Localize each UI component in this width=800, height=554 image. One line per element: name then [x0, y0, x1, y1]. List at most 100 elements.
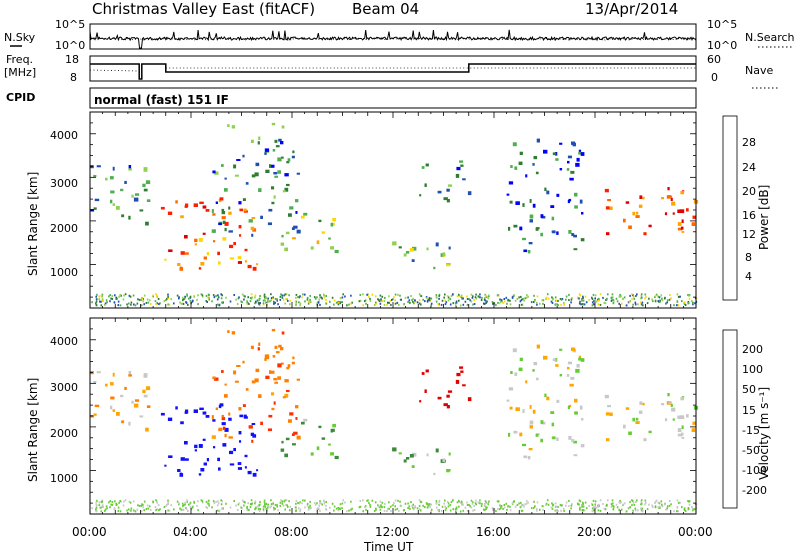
velocity-echo-cell	[307, 508, 310, 511]
velocity-echo-cell	[547, 503, 550, 506]
power-echo-cell	[394, 299, 396, 302]
velocity-echo-cell	[424, 389, 427, 393]
power-echo-cell	[491, 301, 494, 303]
power-echo-cell	[178, 296, 180, 299]
velocity-echo-cell	[655, 499, 658, 502]
velocity-echo-cell	[131, 400, 134, 404]
power-echo-cell	[443, 296, 445, 299]
power-echo-cell	[444, 303, 447, 306]
velocity-echo-cell	[542, 505, 545, 508]
velocity-echo-cell	[254, 508, 256, 511]
velocity-echo-cell	[528, 448, 533, 451]
velocity-echo-cell	[132, 500, 135, 503]
velocity-echo-cell	[164, 464, 167, 467]
velocity-echo-cell	[485, 508, 487, 510]
power-colorbar-label: Power [dB]	[757, 185, 771, 250]
velocity-echo-cell	[296, 378, 300, 381]
power-echo-cell	[316, 302, 318, 305]
power-echo-cell	[189, 299, 192, 302]
power-echo-cell	[612, 299, 614, 301]
velocity-echo-cell	[580, 358, 585, 362]
velocity-echo-cell	[182, 509, 185, 511]
velocity-echo-cell	[111, 501, 114, 503]
power-echo-cell	[379, 302, 382, 305]
velocity-echo-cell	[684, 507, 686, 510]
velocity-echo-cell	[284, 379, 289, 383]
power-echo-cell	[599, 293, 602, 296]
velocity-echo-cell	[359, 505, 362, 508]
velocity-echo-cell	[480, 505, 483, 507]
power-echo-cell	[692, 301, 694, 304]
power-echo-cell	[149, 303, 152, 305]
power-echo-cell	[282, 190, 286, 193]
freq-right-tick-top: 60	[707, 53, 721, 66]
power-echo-cell	[110, 176, 114, 180]
power-echo-cell	[156, 294, 158, 297]
power-echo-cell	[344, 295, 346, 298]
power-echo-cell	[402, 303, 405, 306]
power-echo-cell	[95, 302, 97, 305]
power-echo-cell	[396, 301, 399, 304]
power-echo-cell	[633, 297, 636, 300]
power-echo-cell	[599, 303, 602, 306]
velocity-cbar-tick-50: 50	[742, 383, 756, 396]
power-echo-cell	[513, 224, 518, 228]
velocity-echo-cell	[404, 502, 407, 505]
power-echo-cell	[180, 251, 185, 255]
velocity-echo-cell	[215, 500, 217, 503]
velocity-echo-cell	[640, 499, 643, 502]
velocity-echo-cell	[271, 328, 276, 332]
power-echo-cell	[110, 297, 112, 300]
velocity-echo-cell	[475, 503, 477, 506]
power-echo-cell	[136, 302, 139, 305]
velocity-echo-cell	[407, 502, 409, 505]
power-echo-cell	[282, 298, 285, 301]
velocity-echo-cell	[625, 407, 630, 410]
power-echo-cell	[503, 298, 506, 300]
power-echo-cell	[279, 298, 282, 301]
velocity-echo-cell	[498, 508, 501, 511]
velocity-echo-cell	[606, 503, 608, 506]
power-echo-cell	[167, 303, 169, 306]
velocity-echo-cell	[533, 500, 535, 503]
power-echo-cell	[438, 297, 440, 300]
power-echo-cell	[246, 303, 249, 306]
velocity-echo-cell	[228, 436, 233, 439]
velocity-echo-cell	[202, 438, 206, 441]
velocity-echo-cell	[264, 358, 267, 361]
power-echo-cell	[176, 294, 179, 297]
velocity-echo-cell	[282, 396, 286, 399]
power-echo-cell	[414, 299, 416, 302]
power-echo-cell	[632, 294, 634, 297]
power-echo-cell	[199, 201, 204, 204]
power-echo-cell	[243, 210, 248, 213]
power-echo-cell	[212, 170, 216, 174]
power-echo-cell	[254, 172, 259, 177]
velocity-echo-cell	[273, 378, 278, 381]
velocity-echo-cell	[120, 394, 124, 398]
power-cbar-tick-8: 8	[745, 251, 752, 264]
velocity-echo-cell	[149, 509, 152, 511]
velocity-echo-cell	[464, 506, 467, 509]
power-echo-cell	[307, 302, 310, 305]
velocity-echo-cell	[509, 406, 513, 410]
velocity-echo-cell	[636, 499, 638, 502]
velocity-echo-cell	[591, 510, 594, 513]
power-echo-cell	[638, 204, 643, 208]
power-echo-cell	[541, 299, 544, 302]
power-cbar-tick-12: 12	[742, 228, 756, 241]
velocity-echo-cell	[101, 500, 103, 503]
power-echo-cell	[220, 297, 223, 300]
power-echo-cell	[271, 201, 275, 205]
velocity-echo-cell	[447, 502, 450, 505]
velocity-echo-cell	[584, 501, 587, 504]
x-axis-label: Time UT	[363, 540, 414, 554]
velocity-echo-cell	[444, 509, 447, 512]
power-echo-cell	[321, 231, 326, 234]
velocity-echo-cell	[143, 375, 148, 378]
power-echo-cell	[413, 302, 415, 305]
power-echo-cell	[403, 253, 407, 257]
power-echo-cell	[593, 303, 595, 306]
velocity-echo-cell	[574, 398, 578, 403]
power-echo-cell	[411, 259, 415, 262]
